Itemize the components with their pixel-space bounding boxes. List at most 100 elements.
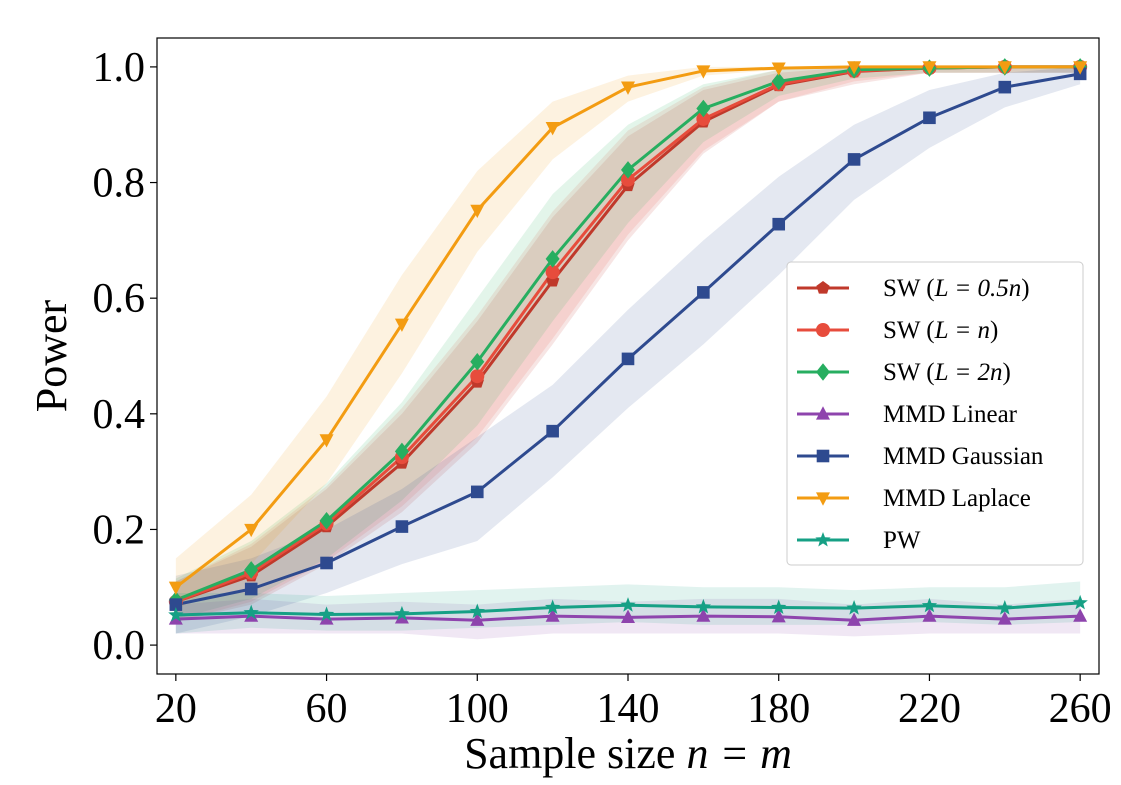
x-tick-label: 100 (446, 686, 509, 732)
point-sw-l-2n (319, 512, 334, 530)
point-pw (771, 599, 787, 615)
point-mmd-laplace (319, 434, 334, 448)
point-pw (243, 604, 259, 620)
legend-label-sw-l-0-5n: SW (L = 0.5n) (883, 275, 1030, 302)
y-tick-label: 1.0 (93, 45, 146, 91)
legend-marker-mmd-linear (816, 406, 830, 420)
point-mmd-laplace (394, 318, 409, 332)
point-pw (997, 600, 1013, 615)
band-mmd-gaussian (175, 66, 1081, 634)
band-sw-l-0-5n (175, 66, 1081, 622)
point-mmd-laplace (621, 81, 635, 95)
legend-marker-mmd-laplace (816, 492, 830, 506)
x-tick-label: 60 (306, 686, 348, 732)
legend: SW (L = 0.5n) SW (L = n) SW (L = 2n) MMD Li… (786, 261, 1084, 566)
point-pw (921, 597, 938, 613)
point-pw (469, 603, 485, 619)
point-pw (168, 606, 184, 622)
point-pw (318, 606, 335, 621)
point-pw (846, 600, 862, 615)
legend-entries: SW (L = 0.5n) SW (L = n) SW (L = 2n) MMD Li… (797, 275, 1044, 554)
point-pw (1072, 594, 1088, 610)
point-mmd-laplace (922, 61, 937, 75)
point-sw-l-n (470, 369, 485, 384)
y-tick-label: 0.0 (93, 623, 146, 669)
point-mmd-gaussian (697, 286, 710, 299)
point-sw-l-2n (696, 99, 711, 118)
point-mmd-gaussian (847, 153, 861, 166)
point-sw-l-n (696, 111, 711, 126)
point-mmd-gaussian (546, 424, 559, 438)
point-mmd-linear (847, 612, 862, 626)
legend-label-sw-l-2n: SW (L = 2n) (883, 359, 1011, 386)
legend-marker-mmd-gaussian (816, 449, 830, 463)
legend-label-sw-l-n: SW (L = n) (883, 317, 998, 344)
legend-label-pw: PW (883, 527, 921, 554)
legend-frame (786, 261, 1084, 566)
y-tick-label: 0.2 (93, 507, 146, 553)
point-sw-l-2n (545, 250, 560, 268)
point-mmd-laplace (771, 62, 786, 76)
point-mmd-linear (319, 611, 334, 625)
y-tick-label: 0.4 (93, 392, 146, 438)
point-pw (695, 598, 712, 614)
point-pw (620, 597, 636, 612)
x-axis-label-math: n = m (686, 729, 791, 778)
point-mmd-linear (771, 609, 786, 623)
point-sw-l-n (621, 172, 635, 187)
point-mmd-laplace (696, 65, 711, 79)
x-tick-label: 140 (597, 686, 660, 732)
legend-marker-sw-l-2n (816, 363, 830, 381)
y-axis-ticks: 0.0 0.2 0.4 0.6 0.8 1.0 (93, 45, 157, 669)
y-tick-label: 0.6 (93, 276, 146, 322)
point-mmd-laplace (244, 523, 259, 538)
point-sw-l-n (545, 265, 560, 280)
point-mmd-linear (621, 609, 635, 623)
point-mmd-gaussian (244, 582, 258, 596)
point-mmd-linear (997, 611, 1012, 625)
legend-label-mmd-linear: MMD Linear (883, 401, 1018, 428)
point-mmd-linear (545, 608, 560, 622)
band-sw-l-2n (175, 66, 1081, 620)
series-markers (168, 58, 1088, 626)
legend-marker-sw-l-n (816, 323, 830, 337)
point-mmd-laplace (847, 61, 862, 75)
point-mmd-linear (1073, 608, 1088, 622)
point-mmd-laplace (1073, 61, 1088, 75)
x-tick-label: 180 (747, 686, 810, 732)
x-axis-label-text: Sample size (464, 729, 686, 778)
x-tick-label: 260 (1049, 686, 1112, 732)
point-sw-l-2n (771, 72, 786, 91)
point-mmd-gaussian (470, 485, 484, 499)
point-sw-l-2n (470, 353, 485, 371)
point-mmd-linear (696, 608, 711, 622)
point-mmd-gaussian (169, 598, 183, 611)
x-axis-ticks: 20 60 100 140 180 220 260 (155, 674, 1112, 732)
point-mmd-gaussian (320, 556, 333, 570)
legend-marker-pw (815, 531, 831, 547)
legend-marker-sw-l-0-5n (816, 281, 830, 294)
legend-label-mmd-laplace: MMD Laplace (883, 485, 1031, 512)
point-mmd-gaussian (923, 111, 936, 125)
y-tick-label: 0.8 (93, 161, 146, 207)
legend-label-mmd-gaussian: MMD Gaussian (883, 443, 1044, 470)
point-mmd-laplace (168, 581, 183, 595)
point-sw-l-2n (244, 561, 259, 579)
point-mmd-linear (922, 608, 937, 622)
point-mmd-laplace (997, 61, 1012, 75)
x-tick-label: 20 (155, 686, 197, 732)
point-mmd-linear (470, 612, 485, 626)
point-mmd-gaussian (621, 352, 635, 366)
x-tick-label: 220 (898, 686, 961, 732)
point-pw (544, 599, 561, 615)
point-mmd-laplace (470, 204, 485, 218)
band-sw-l-n (175, 66, 1081, 622)
point-sw-l-2n (394, 442, 409, 461)
y-axis-label: Power (27, 299, 76, 412)
x-axis-label: Sample size n = m (464, 729, 792, 778)
point-sw-l-2n (621, 161, 635, 179)
point-mmd-gaussian (772, 217, 786, 231)
point-mmd-gaussian (998, 80, 1012, 94)
point-pw (394, 605, 410, 621)
